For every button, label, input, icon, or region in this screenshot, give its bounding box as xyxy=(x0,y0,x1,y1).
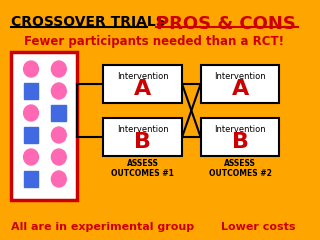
Bar xyxy=(24,171,38,187)
Text: CROSSOVER TRIALS: CROSSOVER TRIALS xyxy=(11,15,165,29)
Circle shape xyxy=(52,83,66,99)
FancyBboxPatch shape xyxy=(201,118,279,156)
Bar xyxy=(52,105,66,121)
FancyBboxPatch shape xyxy=(103,65,182,103)
FancyBboxPatch shape xyxy=(11,52,77,200)
FancyBboxPatch shape xyxy=(103,118,182,156)
Text: Intervention: Intervention xyxy=(117,72,169,81)
Text: ASSESS
OUTCOMES #1: ASSESS OUTCOMES #1 xyxy=(111,159,174,178)
Circle shape xyxy=(52,127,66,143)
Text: A: A xyxy=(134,79,151,99)
Text: B: B xyxy=(134,132,151,152)
Circle shape xyxy=(24,105,38,121)
Text: Intervention: Intervention xyxy=(117,125,169,134)
FancyBboxPatch shape xyxy=(201,65,279,103)
Text: Intervention: Intervention xyxy=(214,125,266,134)
Text: ASSESS
OUTCOMES #2: ASSESS OUTCOMES #2 xyxy=(209,159,271,178)
Circle shape xyxy=(24,149,38,165)
Bar xyxy=(24,83,38,99)
Text: B: B xyxy=(231,132,249,152)
Text: Lower costs: Lower costs xyxy=(221,222,295,232)
Circle shape xyxy=(24,61,38,77)
Text: All are in experimental group: All are in experimental group xyxy=(11,222,194,232)
Text: PROS & CONS: PROS & CONS xyxy=(156,15,296,33)
Text: A: A xyxy=(231,79,249,99)
Text: Intervention: Intervention xyxy=(214,72,266,81)
Text: Fewer participants needed than a RCT!: Fewer participants needed than a RCT! xyxy=(24,35,284,48)
Bar xyxy=(24,127,38,143)
Circle shape xyxy=(52,171,66,187)
Circle shape xyxy=(52,61,66,77)
Circle shape xyxy=(52,149,66,165)
